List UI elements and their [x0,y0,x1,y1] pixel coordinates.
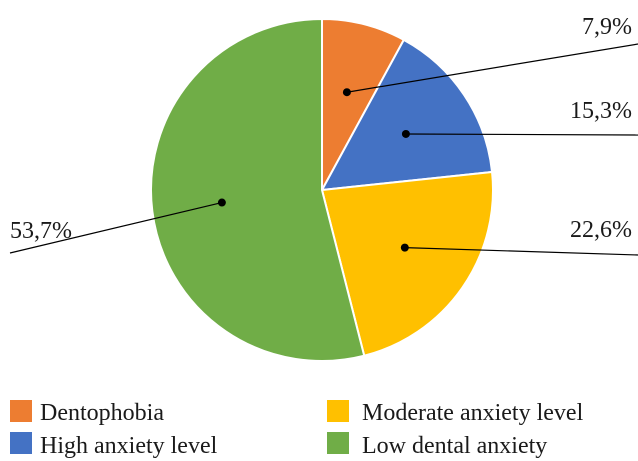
pie-slice-high-anxiety [320,38,494,192]
legend-swatch-moderate-anxiety [327,400,349,422]
pie-slice-moderate-anxiety [320,170,494,357]
data-labels: 7,9% 15,3% 22,6% 53,7% [10,14,632,244]
pie-slice-low-anxiety [150,17,366,362]
leader-dot-moderate-anxiety [400,243,409,252]
data-label-low-anxiety: 53,7% [10,218,72,244]
legend-swatch-high-anxiety [10,432,32,454]
leader-line-low-anxiety [9,201,223,254]
data-label-dentophobia: 7,9% [582,14,632,40]
legend-swatch-dentophobia [10,400,32,422]
leader-dot-high-anxiety [401,129,410,138]
data-label-high-anxiety: 15,3% [570,98,632,124]
leader-line-dentophobia [346,43,638,93]
leader-lines [9,43,638,256]
leader-dot-dentophobia [342,88,351,97]
leader-line-high-anxiety [405,133,638,136]
legend: Dentophobia Moderate anxiety level High … [10,400,584,459]
pie-slices [150,17,494,362]
data-label-moderate-anxiety: 22,6% [570,217,632,243]
legend-swatch-low-anxiety [327,432,349,454]
legend-label-dentophobia: Dentophobia [40,400,164,426]
legend-label-moderate-anxiety: Moderate anxiety level [362,400,584,426]
legend-label-low-anxiety: Low dental anxiety [362,433,547,459]
leader-line-moderate-anxiety [404,247,638,256]
legend-label-high-anxiety: High anxiety level [40,433,218,459]
leader-dot-low-anxiety [217,198,226,207]
